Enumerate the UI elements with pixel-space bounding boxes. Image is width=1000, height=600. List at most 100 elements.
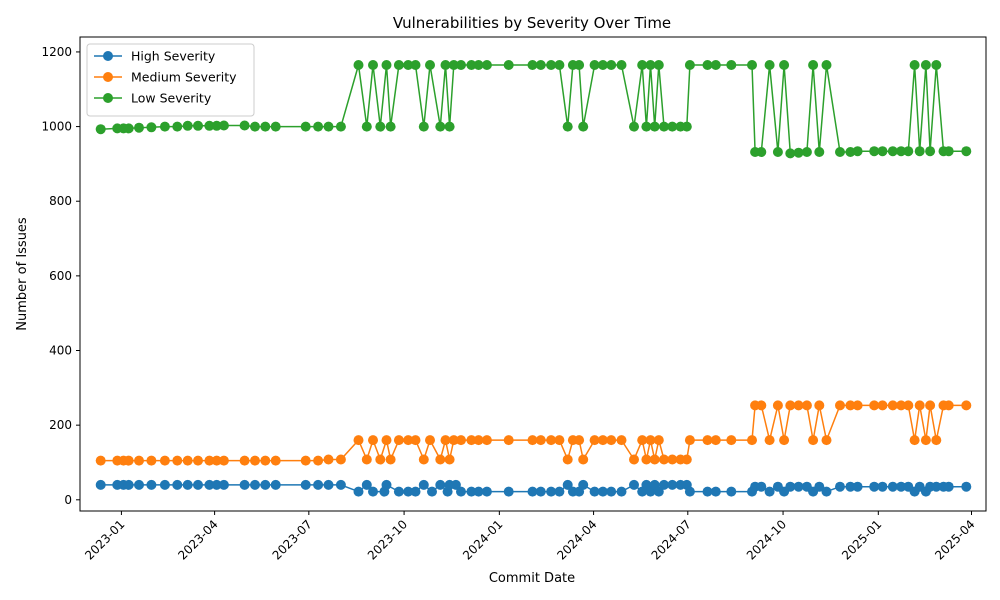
data-point	[914, 146, 925, 157]
data-point	[616, 60, 627, 70]
data-point	[756, 481, 767, 492]
data-point	[546, 60, 557, 70]
data-point	[702, 435, 713, 446]
data-point	[667, 454, 678, 465]
data-point	[335, 121, 346, 132]
data-point	[159, 121, 170, 132]
data-point	[637, 60, 648, 70]
legend-box	[86, 43, 255, 117]
data-point	[353, 60, 364, 70]
data-point	[425, 435, 435, 446]
data-point	[869, 146, 880, 157]
data-point	[756, 147, 767, 157]
data-point	[250, 479, 260, 490]
data-point	[182, 479, 193, 490]
data-point	[961, 146, 972, 157]
data-point	[393, 435, 404, 446]
data-point	[218, 479, 229, 490]
data-point	[435, 479, 446, 490]
data-point	[361, 479, 372, 490]
data-point	[134, 455, 144, 466]
data-point	[473, 60, 484, 70]
data-point	[418, 479, 429, 490]
data-point	[300, 121, 311, 132]
data-point	[95, 455, 106, 466]
data-point	[403, 435, 414, 446]
data-point	[481, 486, 492, 497]
data-point	[641, 454, 652, 465]
data-point	[801, 147, 812, 157]
data-point	[814, 481, 825, 492]
data-point	[814, 400, 825, 411]
data-point	[659, 121, 669, 132]
data-point	[323, 121, 334, 132]
y-tick-label: 1000	[41, 120, 72, 134]
data-point	[606, 486, 617, 497]
data-point	[909, 60, 920, 70]
data-point	[785, 481, 796, 492]
data-point	[961, 400, 972, 411]
data-point	[473, 486, 484, 497]
data-point	[193, 120, 203, 131]
data-point	[779, 435, 790, 446]
legend-marker	[103, 51, 113, 61]
data-point	[835, 400, 845, 411]
data-point	[869, 400, 880, 411]
data-point	[435, 121, 446, 132]
data-point	[578, 121, 589, 132]
data-point	[589, 435, 600, 446]
data-point	[562, 121, 573, 132]
data-point	[925, 146, 936, 157]
data-point	[667, 121, 678, 132]
data-point	[764, 435, 775, 446]
y-tick-label: 400	[49, 344, 72, 358]
data-point	[589, 60, 600, 70]
data-point	[554, 60, 565, 70]
data-point	[503, 486, 514, 497]
data-point	[931, 60, 942, 70]
data-point	[466, 60, 477, 70]
data-point	[597, 60, 608, 70]
data-point	[134, 479, 144, 490]
data-point	[425, 60, 435, 70]
data-point	[503, 60, 514, 70]
data-point	[134, 122, 144, 133]
data-point	[681, 121, 692, 132]
data-point	[260, 479, 271, 490]
data-point	[444, 454, 455, 465]
data-point	[779, 60, 790, 70]
data-point	[123, 455, 134, 466]
data-point	[616, 486, 627, 497]
data-point	[653, 60, 664, 70]
y-axis-title: Number of Issues	[15, 217, 30, 331]
data-point	[931, 481, 942, 492]
data-point	[123, 123, 134, 134]
data-point	[747, 435, 757, 446]
data-point	[943, 146, 954, 157]
y-tick-label: 800	[49, 194, 72, 208]
data-point	[554, 486, 565, 497]
data-point	[835, 147, 845, 157]
data-point	[368, 486, 378, 497]
data-point	[456, 486, 466, 497]
data-point	[684, 435, 695, 446]
y-tick-label: 0	[64, 493, 72, 507]
data-point	[270, 479, 281, 490]
series-3	[95, 60, 972, 159]
legend-entry: Medium Severity	[94, 70, 237, 85]
data-point	[659, 454, 669, 465]
legend-entry: High Severity	[94, 49, 216, 64]
data-point	[300, 479, 311, 490]
legend-label: Low Severity	[131, 91, 212, 106]
data-point	[193, 455, 203, 466]
data-point	[684, 60, 695, 70]
data-point	[852, 481, 863, 492]
data-point	[546, 435, 557, 446]
data-point	[204, 479, 215, 490]
data-point	[146, 455, 157, 466]
y-axis: 0 200 400 600 800 1000 1200	[41, 45, 80, 507]
legend-label: High Severity	[131, 49, 216, 64]
data-point	[323, 479, 334, 490]
data-point	[313, 455, 324, 466]
data-point	[554, 435, 565, 446]
